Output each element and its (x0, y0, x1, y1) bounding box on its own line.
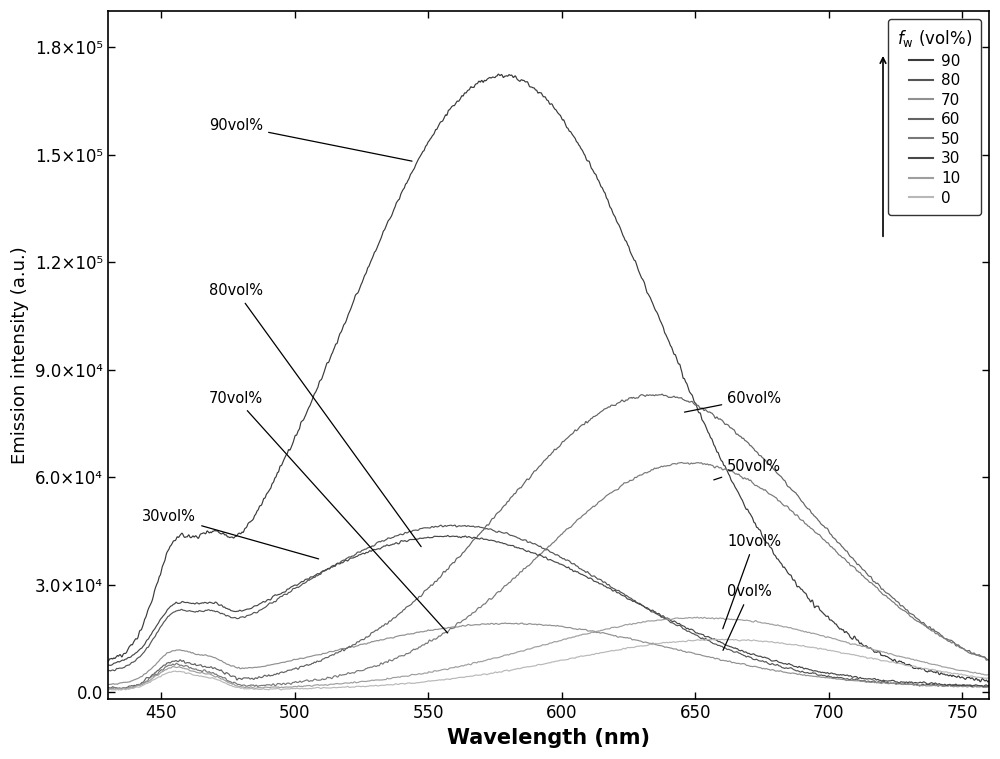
Text: 0vol%: 0vol% (723, 584, 772, 650)
10 (958, 666, 970, 676)
Text: 50vol%: 50vol% (714, 459, 781, 480)
30 (147, 627, 159, 636)
10 (104, 685, 116, 694)
80 (102, 666, 114, 676)
10 (796, 626, 808, 635)
60 (102, 682, 114, 691)
50 (507, 574, 519, 583)
50 (531, 553, 543, 562)
70 (957, 682, 969, 691)
70 (796, 670, 808, 679)
80 (978, 682, 990, 691)
Text: 30vol%: 30vol% (142, 509, 319, 559)
0 (102, 685, 114, 694)
Y-axis label: Emission intensity (a.u.): Emission intensity (a.u.) (11, 247, 29, 465)
90 (507, 73, 519, 82)
90 (983, 676, 995, 685)
10 (102, 684, 114, 693)
0 (983, 674, 995, 683)
0 (958, 670, 970, 679)
0 (531, 660, 543, 669)
30 (102, 660, 114, 669)
90 (796, 585, 808, 594)
90 (958, 673, 970, 682)
Text: 10vol%: 10vol% (723, 534, 781, 628)
10 (147, 673, 159, 682)
90 (147, 594, 159, 603)
80 (958, 681, 970, 690)
Line: 0: 0 (108, 639, 989, 690)
80 (796, 666, 808, 676)
70 (102, 680, 114, 689)
Line: 10: 10 (108, 617, 989, 690)
Text: 60vol%: 60vol% (685, 391, 781, 412)
Text: 70vol%: 70vol% (209, 391, 448, 633)
Line: 60: 60 (108, 394, 989, 688)
80 (531, 540, 543, 550)
90 (102, 657, 114, 666)
X-axis label: Wavelength (nm): Wavelength (nm) (447, 728, 650, 748)
70 (983, 682, 995, 691)
80 (147, 635, 159, 644)
50 (676, 458, 688, 467)
0 (115, 685, 127, 694)
60 (147, 669, 159, 679)
50 (983, 656, 995, 665)
80 (957, 681, 969, 690)
0 (796, 641, 808, 650)
50 (147, 672, 159, 681)
60 (958, 644, 970, 653)
60 (116, 684, 128, 693)
60 (796, 497, 808, 506)
60 (983, 655, 995, 664)
30 (796, 663, 808, 672)
90 (531, 86, 543, 95)
80 (507, 531, 519, 540)
70 (531, 620, 543, 629)
Legend: 90, 80, 70, 60, 50, 30, 10, 0: 90, 80, 70, 60, 50, 30, 10, 0 (888, 19, 981, 215)
30 (983, 682, 995, 691)
0 (507, 665, 519, 674)
60 (507, 490, 519, 499)
Text: 90vol%: 90vol% (209, 118, 412, 161)
80 (445, 521, 457, 530)
10 (958, 666, 970, 676)
Line: 90: 90 (108, 74, 989, 682)
10 (691, 613, 703, 622)
60 (656, 389, 668, 398)
60 (958, 644, 970, 653)
10 (531, 642, 543, 651)
30 (957, 680, 969, 689)
70 (980, 683, 992, 692)
50 (958, 644, 970, 653)
50 (958, 644, 970, 653)
Line: 30: 30 (108, 535, 989, 686)
Line: 70: 70 (108, 623, 989, 688)
10 (983, 670, 995, 679)
70 (499, 619, 511, 628)
0 (147, 676, 159, 685)
60 (531, 465, 543, 474)
30 (958, 680, 970, 689)
90 (982, 677, 994, 686)
50 (102, 685, 114, 694)
70 (958, 682, 970, 691)
70 (507, 619, 519, 628)
0 (721, 635, 733, 644)
90 (957, 673, 969, 682)
50 (796, 515, 808, 524)
Text: 80vol%: 80vol% (209, 283, 421, 546)
30 (531, 550, 543, 559)
50 (113, 685, 125, 694)
Line: 80: 80 (108, 525, 989, 687)
90 (492, 70, 504, 79)
Line: 50: 50 (108, 462, 989, 690)
0 (958, 670, 970, 679)
30 (442, 531, 454, 540)
30 (507, 541, 519, 550)
10 (507, 649, 519, 658)
80 (983, 681, 995, 690)
70 (147, 663, 159, 672)
